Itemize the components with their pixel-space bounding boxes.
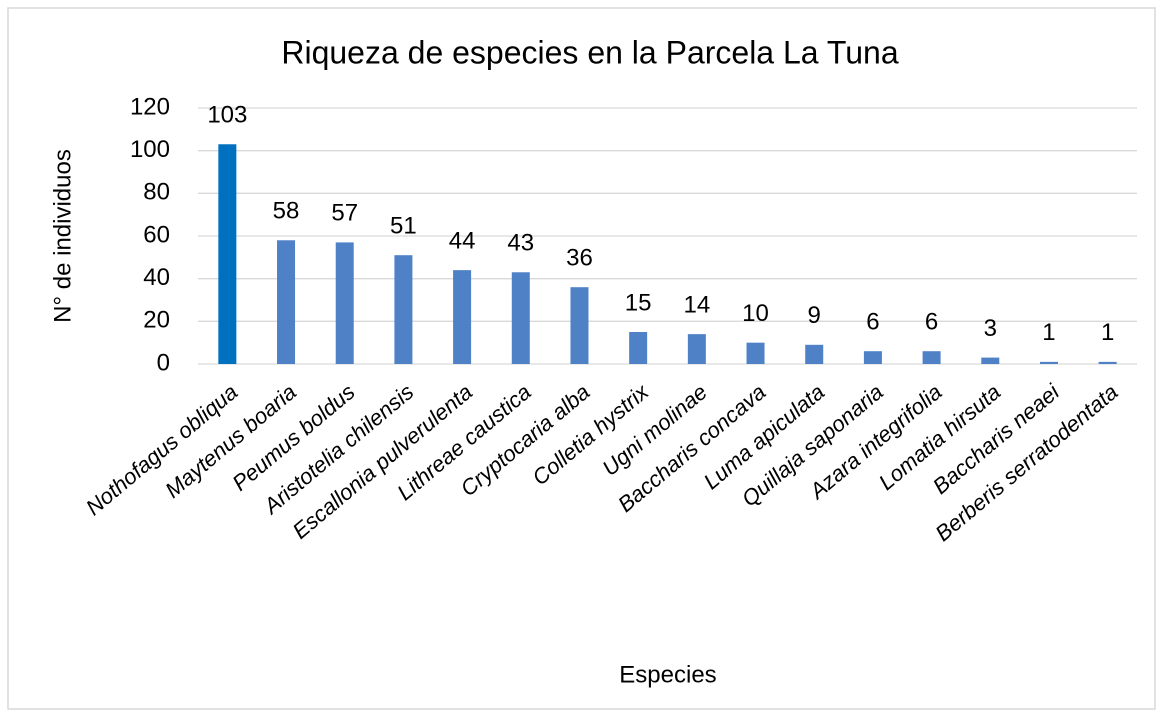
bar <box>394 255 413 364</box>
bar <box>1098 361 1117 364</box>
y-tick-label: 100 <box>130 136 170 163</box>
bar <box>570 287 589 364</box>
bar <box>335 242 354 364</box>
bar <box>981 357 1000 364</box>
bar <box>922 351 941 364</box>
data-label: 14 <box>683 291 710 318</box>
bar <box>1039 361 1058 364</box>
bar <box>746 342 765 364</box>
y-tick-label: 120 <box>130 93 170 120</box>
data-label: 9 <box>808 302 821 329</box>
y-tick-label: 20 <box>143 307 170 334</box>
data-label: 103 <box>207 102 247 129</box>
data-label: 1 <box>1042 319 1055 346</box>
bar <box>511 272 530 364</box>
x-axis-title: Especies <box>619 661 716 688</box>
y-tick-label: 80 <box>143 179 170 206</box>
bar <box>277 240 296 364</box>
data-label: 57 <box>331 200 358 227</box>
data-label: 6 <box>866 309 879 336</box>
bar <box>805 344 824 364</box>
bar <box>453 270 472 364</box>
data-label: 1 <box>1101 319 1114 346</box>
y-tick-label: 0 <box>157 349 170 376</box>
chart-title: Riqueza de especies en la Parcela La Tun… <box>281 34 899 70</box>
bar <box>629 332 648 364</box>
bar <box>218 144 237 364</box>
data-label: 58 <box>273 198 300 225</box>
data-label: 6 <box>925 309 938 336</box>
data-label: 51 <box>390 213 417 240</box>
y-tick-label: 60 <box>143 221 170 248</box>
data-label: 3 <box>984 315 997 342</box>
data-label: 15 <box>625 289 652 316</box>
bar <box>863 351 882 364</box>
data-label: 36 <box>566 245 593 272</box>
y-axis-title: N° de individuos <box>49 149 76 323</box>
data-label: 10 <box>742 300 769 327</box>
data-label: 44 <box>449 227 476 254</box>
bar <box>687 334 706 364</box>
y-tick-label: 40 <box>143 264 170 291</box>
data-label: 43 <box>507 230 534 257</box>
